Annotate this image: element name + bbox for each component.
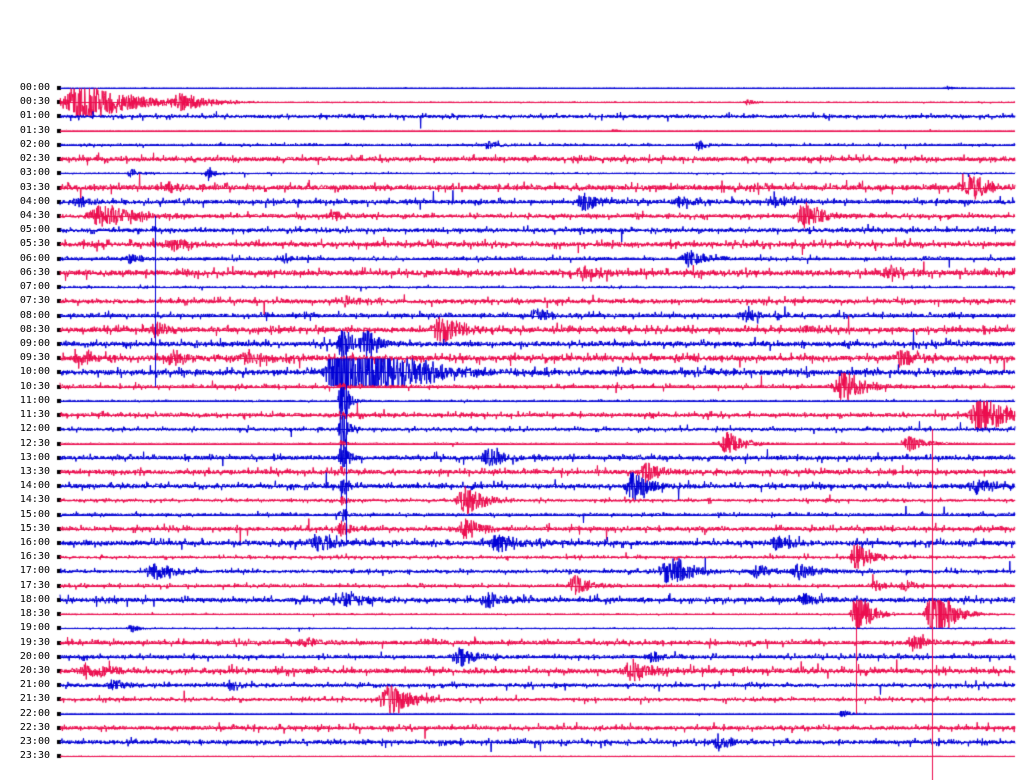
time-label-row: 07:00 bbox=[19, 281, 50, 293]
time-label-row: 00:30 bbox=[19, 96, 50, 108]
time-label-row: 22:30 bbox=[19, 721, 50, 733]
time-label-row: 16:00 bbox=[19, 537, 50, 549]
time-label-row: 09:30 bbox=[19, 352, 50, 364]
time-axis-labels: 00:00 00:30 01:00 01:30 02:00 02:30 03:00 03:30… bbox=[0, 0, 58, 780]
time-label-row: 23:30 bbox=[19, 750, 50, 762]
time-label-row: 05:00 bbox=[19, 224, 50, 236]
time-label-row: 01:30 bbox=[19, 124, 50, 136]
time-label-row: 08:30 bbox=[19, 323, 50, 335]
time-label-row: 03:00 bbox=[19, 167, 50, 179]
time-label-row: 13:00 bbox=[19, 451, 50, 463]
time-label-row: 08:00 bbox=[19, 309, 50, 321]
time-label-row: 07:30 bbox=[19, 295, 50, 307]
time-label-row: 06:00 bbox=[19, 252, 50, 264]
time-label-row: 18:30 bbox=[19, 608, 50, 620]
time-label-row: 18:00 bbox=[19, 593, 50, 605]
time-label-row: 05:30 bbox=[19, 238, 50, 250]
time-label-row: 11:30 bbox=[19, 409, 50, 421]
time-label-row: 17:30 bbox=[19, 579, 50, 591]
time-label-row: 19:00 bbox=[19, 622, 50, 634]
time-label-row: 10:00 bbox=[19, 366, 50, 378]
time-label-row: 00:00 bbox=[19, 82, 50, 93]
time-label-row: 02:00 bbox=[19, 138, 50, 150]
time-label-row: 06:30 bbox=[19, 266, 50, 278]
time-label-row: 01:00 bbox=[19, 110, 50, 122]
time-label-row: 09:00 bbox=[19, 337, 50, 349]
time-label-row: 13:30 bbox=[19, 465, 50, 477]
time-label-row: 21:30 bbox=[19, 693, 50, 705]
time-label-row: 04:30 bbox=[19, 209, 50, 221]
time-label-row: 03:30 bbox=[19, 181, 50, 193]
time-label-row: 20:00 bbox=[19, 650, 50, 662]
time-label-row: 19:30 bbox=[19, 636, 50, 648]
time-label-row: 10:30 bbox=[19, 380, 50, 392]
time-label-row: 14:30 bbox=[19, 494, 50, 506]
time-label-row: 02:30 bbox=[19, 153, 50, 165]
time-label-row: 12:00 bbox=[19, 423, 50, 435]
time-label-row: 15:30 bbox=[19, 522, 50, 534]
time-label-row: 21:00 bbox=[19, 679, 50, 691]
time-label-row: 12:30 bbox=[19, 437, 50, 449]
time-label-row: 15:00 bbox=[19, 508, 50, 520]
time-label-row: 22:00 bbox=[19, 707, 50, 719]
time-label-row: 04:00 bbox=[19, 195, 50, 207]
time-label-row: 11:00 bbox=[19, 394, 50, 406]
time-label-row: 16:30 bbox=[19, 551, 50, 563]
time-label-row: 14:00 bbox=[19, 480, 50, 492]
time-label-row: 20:30 bbox=[19, 665, 50, 677]
time-label-row: 23:00 bbox=[19, 736, 50, 748]
time-label-row: 17:00 bbox=[19, 565, 50, 577]
